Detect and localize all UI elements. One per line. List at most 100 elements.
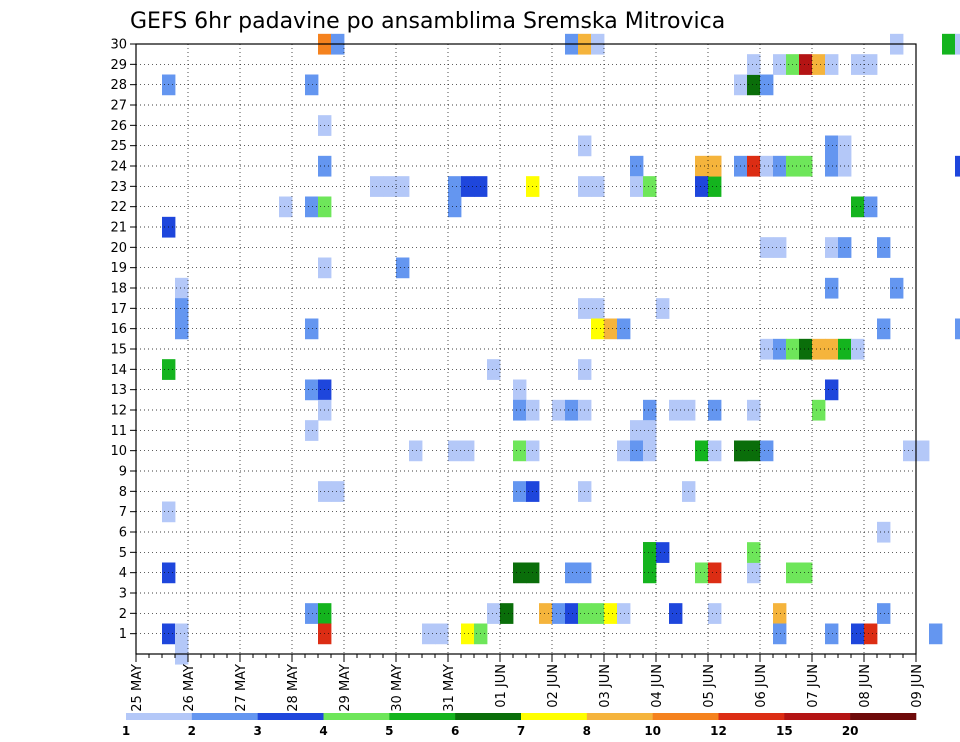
y-tick-label: 6 <box>119 526 127 541</box>
legend-swatch <box>324 713 390 720</box>
ensemble-cell <box>643 563 656 584</box>
y-axis: 1234567891011121314151617181920212223242… <box>110 38 136 643</box>
ensemble-cell <box>851 339 864 360</box>
ensemble-cell <box>643 176 656 197</box>
ensemble-cell <box>643 400 656 421</box>
y-tick-label: 12 <box>110 404 127 419</box>
x-tick-label: 09 JUN <box>910 664 925 708</box>
ensemble-cell <box>448 197 461 218</box>
x-tick-label: 29 MAY <box>338 664 353 712</box>
ensemble-cell <box>747 156 760 177</box>
y-tick-label: 10 <box>110 444 127 459</box>
ensemble-cell <box>435 624 448 645</box>
y-tick-label: 4 <box>119 566 127 581</box>
ensemble-cell <box>708 400 721 421</box>
legend-label: 15 <box>776 724 793 738</box>
y-tick-label: 23 <box>110 180 127 195</box>
y-tick-label: 7 <box>119 505 127 520</box>
ensemble-cell <box>539 603 552 624</box>
y-tick-label: 18 <box>110 282 127 297</box>
y-tick-label: 24 <box>110 160 127 175</box>
ensemble-cell <box>279 197 292 218</box>
x-tick-label: 06 JUN <box>754 664 769 708</box>
y-tick-label: 22 <box>110 200 127 215</box>
ensemble-cell <box>695 563 708 584</box>
ensemble-cell <box>695 176 708 197</box>
x-tick-label: 04 JUN <box>650 664 665 708</box>
ensemble-cell <box>812 54 825 75</box>
ensemble-cell <box>747 54 760 75</box>
precipitation-ensemble-chart: GEFS 6hr padavine po ansamblima Sremska … <box>0 0 960 742</box>
ensemble-cell <box>955 319 960 340</box>
ensemble-cell <box>747 542 760 563</box>
ensemble-cell <box>396 176 409 197</box>
legend-swatch <box>192 713 258 720</box>
ensemble-cell <box>799 339 812 360</box>
y-tick-label: 19 <box>110 261 127 276</box>
ensemble-cell <box>448 441 461 462</box>
y-tick-label: 1 <box>119 627 127 642</box>
legend-swatch <box>587 713 653 720</box>
y-tick-label: 26 <box>110 119 127 134</box>
x-tick-label: 25 MAY <box>130 664 145 712</box>
legend-label: 6 <box>451 724 459 738</box>
y-tick-label: 13 <box>110 383 127 398</box>
legend-swatch <box>850 713 916 720</box>
ensemble-cell <box>500 603 513 624</box>
ensemble-cell <box>175 298 188 319</box>
legend-swatch <box>258 713 324 720</box>
y-tick-label: 28 <box>110 78 127 93</box>
legend-label: 1 <box>122 724 130 738</box>
x-tick-label: 03 JUN <box>598 664 613 708</box>
ensemble-cell <box>760 237 773 258</box>
y-tick-label: 16 <box>110 322 127 337</box>
ensemble-cell <box>851 54 864 75</box>
ensemble-cell <box>799 563 812 584</box>
ensemble-cell <box>760 339 773 360</box>
x-tick-label: 28 MAY <box>286 664 301 712</box>
ensemble-cell <box>695 156 708 177</box>
legend-label: 5 <box>385 724 393 738</box>
ensemble-cell <box>591 319 604 340</box>
legend-swatch <box>521 713 587 720</box>
ensemble-cell <box>695 441 708 462</box>
y-tick-label: 11 <box>110 424 127 439</box>
legend-swatch <box>653 713 719 720</box>
y-tick-label: 15 <box>110 343 127 358</box>
x-tick-label: 30 MAY <box>390 664 405 712</box>
ensemble-cell <box>656 542 669 563</box>
x-tick-label: 26 MAY <box>182 664 197 712</box>
legend-label: 20 <box>842 724 859 738</box>
ensemble-cell <box>487 603 500 624</box>
ensemble-cell <box>812 400 825 421</box>
x-tick-label: 05 JUN <box>702 664 717 708</box>
ensemble-cell <box>799 156 812 177</box>
ensemble-cell <box>747 75 760 96</box>
y-tick-label: 29 <box>110 58 127 73</box>
ensemble-cell <box>331 481 344 502</box>
ensemble-cell <box>760 75 773 96</box>
ensemble-cell <box>864 197 877 218</box>
ensemble-cell <box>760 441 773 462</box>
ensemble-cell <box>929 624 942 645</box>
ensemble-cell <box>955 156 960 177</box>
ensemble-cell <box>604 319 617 340</box>
ensemble-cell <box>643 441 656 462</box>
ensemble-cell <box>708 156 721 177</box>
ensemble-cell <box>799 54 812 75</box>
legend-label: 4 <box>319 724 327 738</box>
x-tick-label: 02 JUN <box>546 664 561 708</box>
x-tick-label: 01 JUN <box>494 664 509 708</box>
y-tick-label: 2 <box>119 607 127 622</box>
ensemble-cell <box>708 441 721 462</box>
y-tick-label: 5 <box>119 546 127 561</box>
y-tick-label: 9 <box>119 465 127 480</box>
y-tick-label: 3 <box>119 587 127 602</box>
legend-swatch <box>784 713 850 720</box>
legend-label: 8 <box>583 724 591 738</box>
ensemble-cell <box>747 563 760 584</box>
ensemble-cell <box>175 624 188 645</box>
ensemble-cell <box>656 298 669 319</box>
y-tick-label: 30 <box>110 38 127 53</box>
y-tick-label: 21 <box>110 221 127 236</box>
